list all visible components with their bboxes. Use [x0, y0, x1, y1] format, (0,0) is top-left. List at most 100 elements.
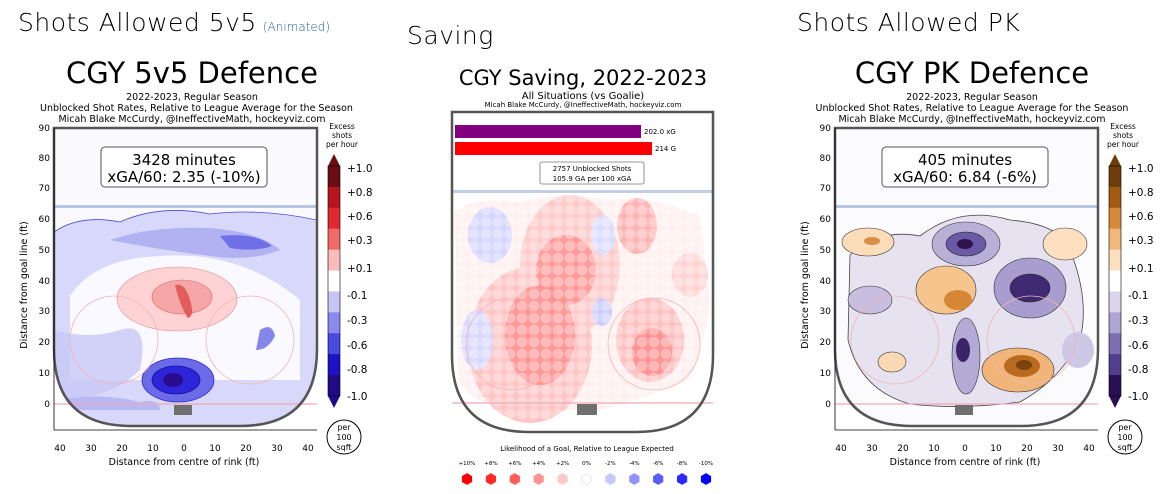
saving-box-line2: 105.9 GA per 100 xGA [553, 175, 632, 183]
bar-g-label: 214 G [655, 145, 676, 153]
axes-5v5 [53, 128, 317, 431]
svg-text:per hour: per hour [1107, 140, 1140, 149]
legend-pk-swatch [1109, 249, 1121, 272]
bars-saving: 202.0 xG 214 G 2757 Unblocked Shots 105.… [455, 125, 676, 185]
x-tick: 30 [85, 444, 97, 454]
bar-g [455, 142, 652, 155]
x-tick: 30 [866, 444, 878, 454]
legend-saving-title: Likelihood of a Goal, Relative to League… [500, 445, 674, 453]
y-tick: 10 [39, 369, 51, 379]
y-tick: 50 [820, 246, 832, 256]
svg-text:+0.6: +0.6 [1128, 211, 1154, 223]
rink-saving [450, 110, 715, 434]
svg-text:per: per [337, 423, 351, 432]
x-tick: 10 [990, 444, 1002, 454]
saving-box [539, 161, 645, 185]
svg-text:-0.3: -0.3 [1128, 315, 1149, 327]
legend-saving-hex [700, 473, 712, 485]
x-tick: 20 [897, 444, 909, 454]
svg-text:sqft: sqft [1117, 443, 1132, 452]
legend-saving-hex [509, 473, 520, 485]
stat-box-pk [881, 146, 1049, 188]
y-tick: 70 [820, 184, 832, 194]
section-title-5v5: Shots Allowed 5v5 (Animated) [18, 8, 331, 37]
stat-xga-pk: xGA/60: 6.84 (-6%) [893, 168, 1037, 186]
chart-subtitle-pk: 2022-2023, Regular Season Unblocked Shot… [815, 92, 1129, 125]
x-ticks-pk: 40 30 20 10 0 10 20 30 40 [835, 444, 1095, 454]
legend-5v5-swatch [328, 375, 340, 397]
y-tick: 70 [39, 184, 51, 194]
bar-xg-label: 202.0 xG [644, 128, 676, 136]
x-tick: 0 [181, 444, 187, 454]
legend-saving-hex [485, 473, 497, 485]
legend-5v5-outline [327, 165, 341, 397]
x-tick: 40 [1083, 444, 1095, 454]
chart-title-saving: CGY Saving, 2022-2023 [458, 66, 708, 90]
legend-5v5-swatch [328, 207, 340, 230]
legend-ticks-pk: +1.0 +0.8 +0.6 +0.3 +0.1 -0.1 -0.3 -0.6 … [1128, 163, 1154, 403]
legend-saving: Likelihood of a Goal, Relative to League… [459, 445, 713, 485]
unit-badge-5v5 [326, 419, 362, 455]
legend-pk-swatch [1109, 186, 1121, 209]
svg-text:per hour: per hour [326, 140, 359, 149]
legend-5v5-swatch [328, 291, 340, 313]
svg-text:+1.0: +1.0 [347, 163, 373, 175]
y-tick: 80 [820, 154, 832, 164]
legend-5v5-swatch [328, 312, 340, 334]
legend-saving-label: +4% [532, 461, 545, 467]
legend-saving-hex [653, 473, 664, 485]
legend-saving-hex [581, 473, 592, 485]
svg-text:-0.3: -0.3 [347, 315, 368, 327]
svg-text:-0.1: -0.1 [1128, 290, 1149, 302]
legend-saving-hex [533, 473, 544, 485]
legend-saving-label: -4% [629, 461, 640, 467]
legend-saving-label: -2% [605, 461, 616, 467]
chart-title-5v5: CGY 5v5 Defence [66, 56, 318, 90]
legend-pk-swatch [1109, 312, 1121, 334]
legend-5v5-swatch [328, 249, 340, 272]
y-ticks-pk: 0 10 20 30 40 50 60 70 80 90 [820, 124, 832, 410]
x-tick: 30 [1052, 444, 1064, 454]
x-tick: 30 [271, 444, 283, 454]
legend-pk-outline [1108, 165, 1122, 397]
legend-pk-swatch [1109, 354, 1121, 376]
svg-text:-1.0: -1.0 [1128, 391, 1149, 403]
y-tick: 40 [820, 277, 832, 287]
legend-saving-label: -10% [699, 461, 713, 467]
animated-link[interactable]: (Animated) [262, 20, 331, 34]
legend-saving-label: +8% [484, 461, 497, 467]
chart-subtitle-5v5: 2022-2023, Regular Season Unblocked Shot… [40, 92, 353, 125]
section-title-saving: Saving [407, 21, 494, 50]
svg-text:+0.1: +0.1 [1128, 263, 1154, 275]
legend-5v5-swatch [328, 228, 340, 251]
y-label-pk: Distance from goal line (ft) [800, 221, 811, 349]
svg-text:Excess: Excess [329, 122, 355, 131]
y-label-5v5: Distance from goal line (ft) [19, 221, 30, 349]
bar-xg [455, 125, 641, 138]
x-tick: 10 [147, 444, 159, 454]
legend-5v5: Excess shots per hour +1.0 +0.8 +0.6 +0.… [326, 122, 373, 455]
legend-saving-label: -8% [677, 461, 688, 467]
legend-pk-swatch [1109, 375, 1121, 397]
svg-text:100: 100 [1117, 433, 1132, 442]
legend-saving-hex [629, 473, 640, 485]
svg-text:sqft: sqft [336, 443, 351, 452]
legend-saving-hex [557, 473, 568, 485]
y-tick: 40 [39, 277, 51, 287]
x-tick: 40 [54, 444, 66, 454]
svg-text:-0.8: -0.8 [1128, 364, 1149, 376]
legend-5v5-cap-bottom [328, 396, 340, 408]
svg-text:shots: shots [332, 131, 352, 140]
legend-pk-swatch [1109, 228, 1121, 251]
y-ticks-5v5: 0 10 20 30 40 50 60 70 80 90 [39, 124, 51, 410]
svg-text:per: per [1118, 423, 1132, 432]
stat-box-5v5 [100, 146, 268, 188]
svg-text:+0.3: +0.3 [1128, 235, 1154, 247]
legend-pk: Excess shots per hour +1.0 +0.8 +0.6 +0.… [1107, 122, 1154, 455]
y-tick: 60 [820, 215, 832, 225]
x-tick: 40 [835, 444, 847, 454]
x-tick: 10 [209, 444, 221, 454]
stat-xga-5v5: xGA/60: 2.35 (-10%) [107, 168, 260, 186]
stat-minutes-pk: 405 minutes [918, 151, 1012, 169]
